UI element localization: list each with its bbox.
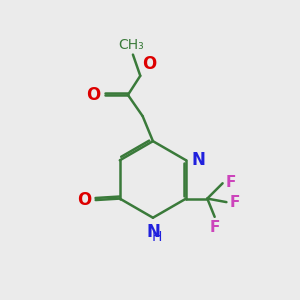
Text: F: F [210,220,220,236]
Text: O: O [87,86,101,104]
Text: O: O [77,191,91,209]
Text: CH₃: CH₃ [118,38,144,52]
Text: F: F [230,195,240,210]
Text: O: O [142,56,156,74]
Text: H: H [151,230,162,244]
Text: F: F [226,175,236,190]
Text: N: N [146,223,160,241]
Text: N: N [191,151,205,169]
